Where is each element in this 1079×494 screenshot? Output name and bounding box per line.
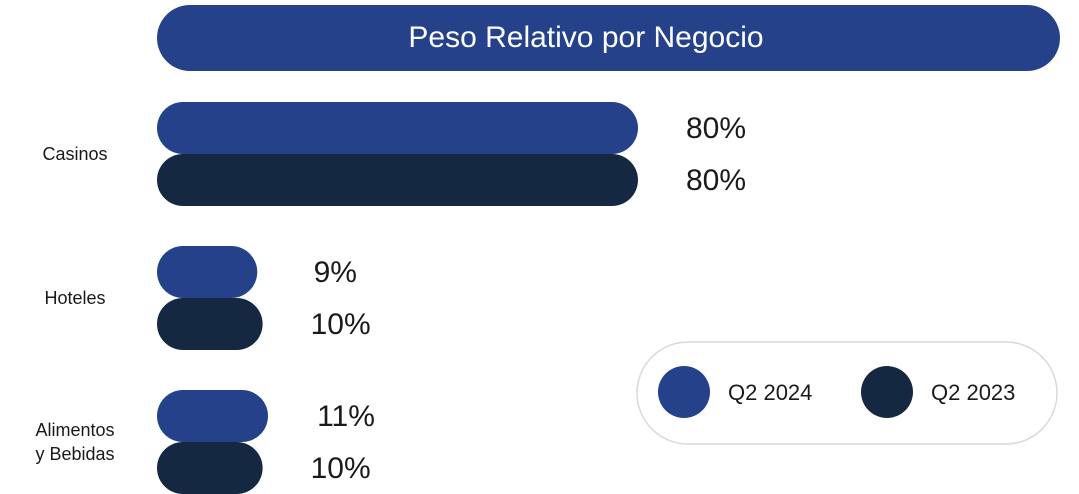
- bar: [157, 390, 268, 442]
- bar: [157, 246, 258, 298]
- category-label: Hoteles: [44, 288, 106, 308]
- legend-swatch: [658, 366, 710, 418]
- bar: [157, 298, 263, 350]
- value-label: 80%: [686, 112, 746, 145]
- value-label: 10%: [311, 308, 371, 341]
- chart-title: Peso Relativo por Negocio: [408, 21, 763, 54]
- legend-swatch: [861, 366, 913, 418]
- category-label: Alimentos y Bebidas: [35, 420, 115, 464]
- legend-box: [636, 341, 1058, 445]
- legend-label: Q2 2023: [931, 380, 1015, 405]
- title-pill: [157, 5, 1060, 71]
- value-label: 80%: [686, 164, 746, 197]
- value-label: 10%: [311, 452, 371, 485]
- category-label: Casinos: [42, 144, 108, 164]
- bar: [157, 102, 638, 154]
- value-label: 9%: [314, 256, 357, 289]
- value-label: 11%: [317, 400, 375, 433]
- legend-label: Q2 2024: [728, 380, 812, 405]
- bar: [157, 442, 263, 494]
- bar: [157, 154, 638, 206]
